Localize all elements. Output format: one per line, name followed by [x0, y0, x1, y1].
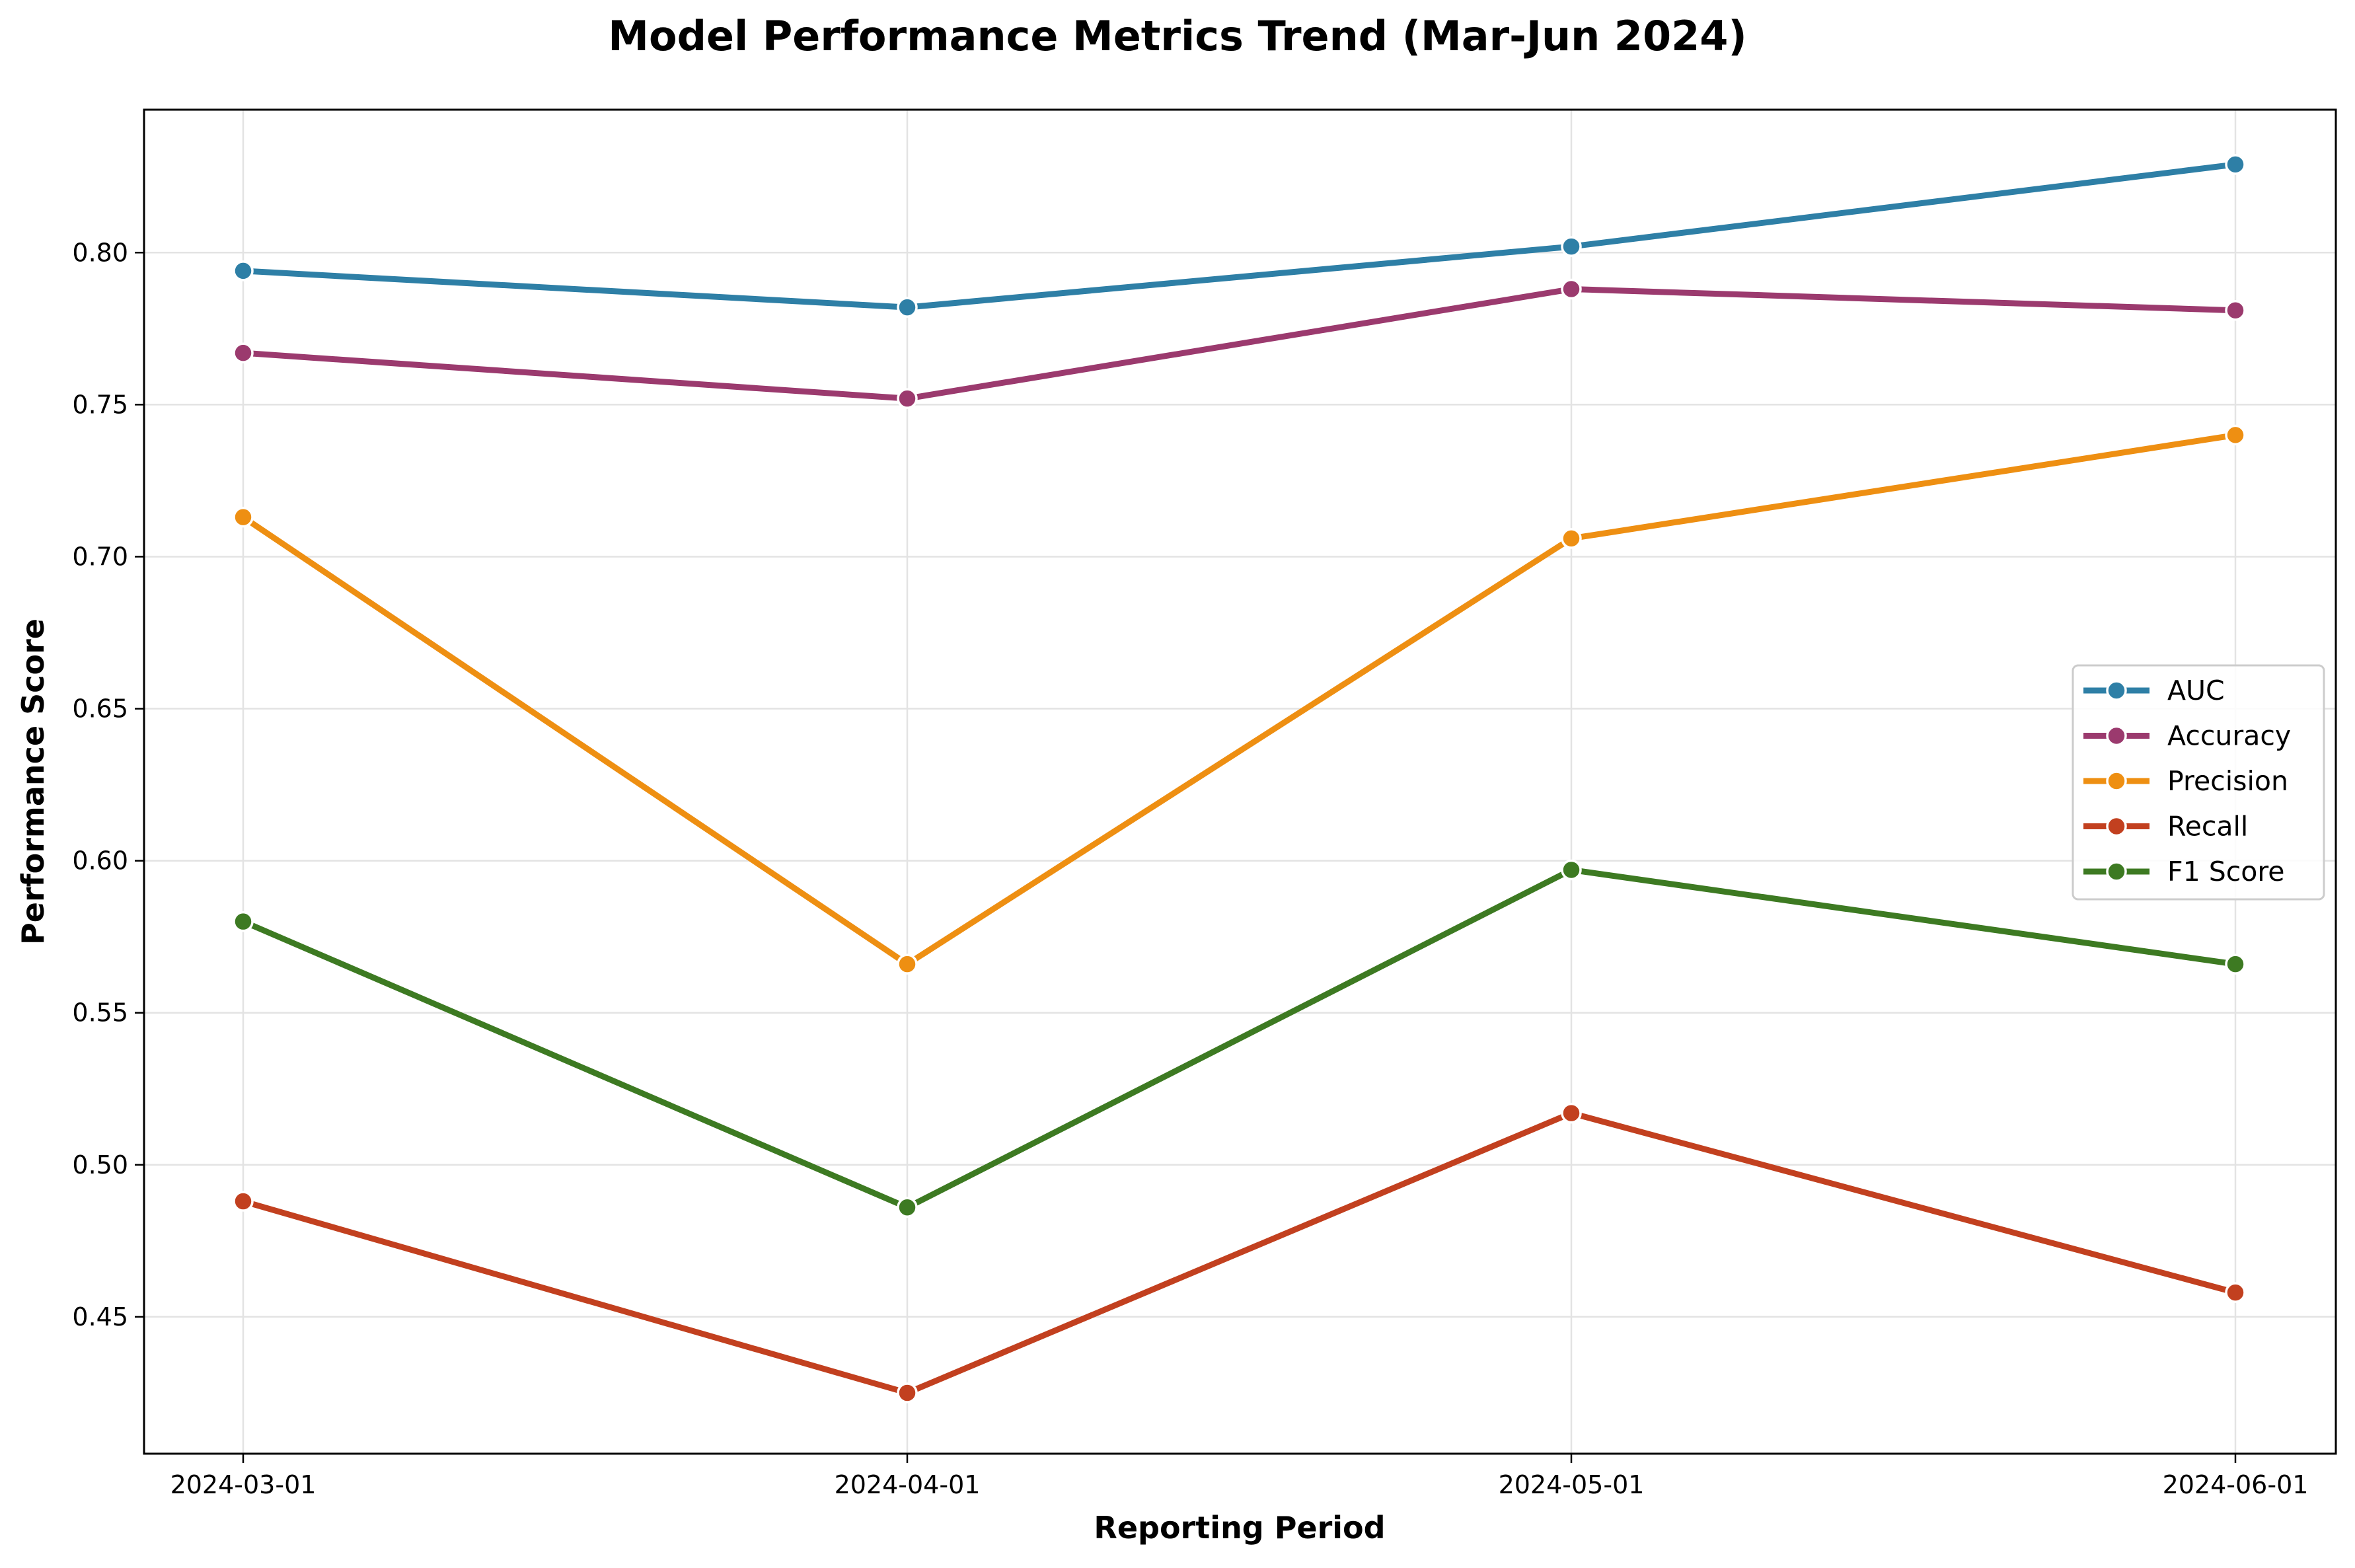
legend-item: F1 Score — [2083, 856, 2285, 887]
data-point — [1561, 859, 1582, 881]
plot-area-frame — [143, 108, 2337, 1455]
series-auc — [233, 154, 2246, 318]
data-point — [233, 1191, 254, 1212]
legend-label: Accuracy — [2167, 720, 2291, 752]
series-line — [240, 286, 2239, 402]
data-point — [1561, 278, 1582, 300]
data-point — [2225, 424, 2246, 446]
data-point — [2225, 299, 2246, 321]
axis-ticks: 2024-03-01 2024-04-01 2024-05-01 2024-06-01… — [72, 238, 2308, 1499]
series-line — [240, 161, 2239, 311]
data-point — [2225, 154, 2246, 175]
grid — [144, 110, 2336, 1454]
data-point — [897, 953, 918, 975]
data-point — [2225, 1282, 2246, 1303]
y-tick-label: 0.75 — [72, 390, 128, 419]
data-point — [233, 506, 254, 528]
data-point — [233, 260, 254, 281]
x-axis-label: Reporting Period — [1094, 1510, 1385, 1546]
chart-title: Model Performance Metrics Trend (Mar-Jun… — [608, 12, 1746, 60]
data-point — [1561, 236, 1582, 257]
y-tick-label: 0.70 — [72, 542, 128, 571]
series-recall — [233, 1102, 2246, 1403]
x-tick-label: 2024-06-01 — [2163, 1470, 2309, 1499]
data-point — [897, 297, 918, 318]
legend-item: AUC — [2083, 675, 2225, 706]
data-point — [897, 388, 918, 409]
series-line — [240, 431, 2239, 967]
y-axis-label: Performance Score — [15, 618, 51, 945]
series-lines — [233, 154, 2246, 1403]
data-point — [233, 911, 254, 932]
legend-box — [2072, 664, 2325, 901]
data-point — [897, 1382, 918, 1403]
series-f1-score — [233, 859, 2246, 1218]
legend-swatch-marker — [2106, 815, 2127, 837]
y-tick-label: 0.55 — [72, 998, 128, 1027]
data-point — [2225, 953, 2246, 975]
legend-swatch-marker — [2106, 680, 2127, 701]
legend-label: AUC — [2167, 675, 2225, 706]
y-tick-label: 0.50 — [72, 1150, 128, 1179]
legend-swatch-marker — [2106, 770, 2127, 792]
legend-label: Precision — [2167, 765, 2288, 797]
legend-item: Recall — [2083, 811, 2248, 842]
legend: AUC Accuracy Precision Recall F1 Score — [2072, 664, 2325, 901]
legend-label: F1 Score — [2167, 856, 2285, 887]
legend-item: Accuracy — [2083, 720, 2291, 752]
data-point — [233, 342, 254, 363]
series-precision — [233, 424, 2246, 975]
x-tick-label: 2024-03-01 — [170, 1470, 317, 1499]
legend-swatch-marker — [2106, 861, 2127, 882]
series-line — [240, 866, 2239, 1211]
x-tick-label: 2024-04-01 — [835, 1470, 981, 1499]
data-point — [897, 1197, 918, 1218]
legend-swatch-marker — [2106, 725, 2127, 747]
series-accuracy — [233, 278, 2246, 409]
x-tick-label: 2024-05-01 — [1499, 1470, 1645, 1499]
data-point — [1561, 528, 1582, 549]
series-line — [240, 1110, 2239, 1396]
y-tick-label: 0.80 — [72, 238, 128, 267]
data-point — [1561, 1102, 1582, 1124]
y-tick-label: 0.60 — [72, 846, 128, 876]
y-tick-label: 0.45 — [72, 1302, 128, 1331]
legend-label: Recall — [2167, 811, 2248, 842]
y-tick-label: 0.65 — [72, 694, 128, 724]
legend-item: Precision — [2083, 765, 2288, 797]
